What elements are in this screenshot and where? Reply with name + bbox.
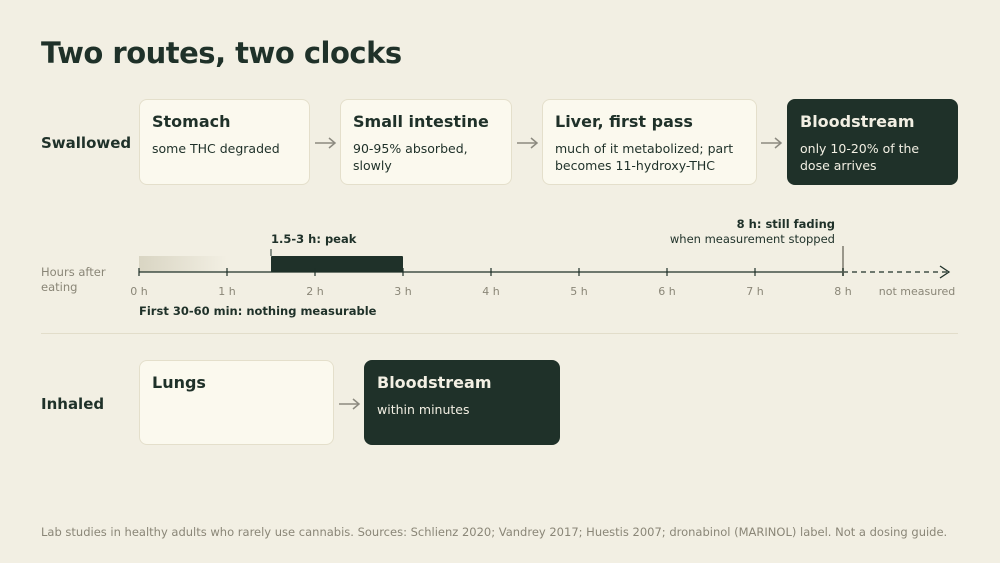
bloodstream-swallowed-card-text: only 10-20% of the dose arrives — [800, 141, 920, 173]
timeline: 0 h 1 h 2 h 3 h 4 h 5 h 6 h 7 h 8 h 1.5-3 h: pea… — [130, 217, 955, 318]
timeline-tick-label: 8 h — [834, 285, 851, 298]
liver-card-title: Liver, first pass — [555, 112, 693, 131]
lungs-card-title: Lungs — [152, 373, 206, 392]
footnote: Lab studies in healthy adults who rarely… — [41, 525, 948, 539]
timeline-tick-label: 7 h — [746, 285, 763, 298]
small-intestine-card-text: 90-95% absorbed, slowly — [353, 141, 468, 173]
liver-card: Liver, first pass much of it metabolized… — [542, 99, 757, 185]
stomach-card: Stomach some THC degraded — [139, 99, 310, 185]
onset-label: First 30-60 min: nothing measurable — [139, 304, 377, 318]
bloodstream-swallowed-card-title: Bloodstream — [800, 112, 915, 131]
section-divider — [41, 333, 958, 334]
small-intestine-card-title: Small intestine — [353, 112, 489, 131]
timeline-tick-label: 0 h — [130, 285, 147, 298]
arrow-right-icon — [939, 265, 951, 279]
liver-card-text: much of it metabolized; part becomes 11-… — [555, 141, 734, 173]
not-measured-label: not measured — [879, 285, 955, 298]
peak-label: 1.5-3 h: peak — [271, 232, 357, 246]
bloodstream-inhaled-card-title: Bloodstream — [377, 373, 492, 392]
bloodstream-swallowed-card: Bloodstream only 10-20% of the dose arri… — [787, 99, 958, 185]
timeline-tick-label: 4 h — [482, 285, 499, 298]
timeline-tick-label: 1 h — [218, 285, 235, 298]
timeline-ticks: 0 h 1 h 2 h 3 h 4 h 5 h 6 h 7 h 8 h — [130, 268, 852, 298]
arrow-right-icon — [517, 137, 539, 149]
arrow-right-icon — [761, 137, 783, 149]
bloodstream-inhaled-card: Bloodstream within minutes — [364, 360, 560, 445]
measurement-stop-sublabel: when measurement stopped — [670, 232, 835, 246]
timeline-tick-label: 2 h — [306, 285, 323, 298]
timeline-axis-label: Hours after eating — [41, 265, 106, 294]
timeline-tick-label: 6 h — [658, 285, 675, 298]
onset-band — [139, 256, 227, 272]
timeline-tick-label: 3 h — [394, 285, 411, 298]
bloodstream-inhaled-card-text: within minutes — [377, 402, 470, 417]
inhaled-row-label: Inhaled — [41, 395, 105, 413]
swallowed-row-label: Swallowed — [41, 134, 132, 152]
peak-band — [271, 256, 403, 272]
arrow-right-icon — [339, 398, 361, 410]
timeline-tick-label: 5 h — [570, 285, 587, 298]
stomach-card-text: some THC degraded — [152, 141, 280, 156]
small-intestine-card: Small intestine 90-95% absorbed, slowly — [340, 99, 512, 185]
measurement-stop-label: 8 h: still fading — [737, 217, 835, 231]
lungs-card: Lungs — [139, 360, 334, 445]
page-title: Two routes, two clocks — [41, 36, 402, 70]
arrow-right-icon — [315, 137, 337, 149]
stomach-card-title: Stomach — [152, 112, 231, 131]
